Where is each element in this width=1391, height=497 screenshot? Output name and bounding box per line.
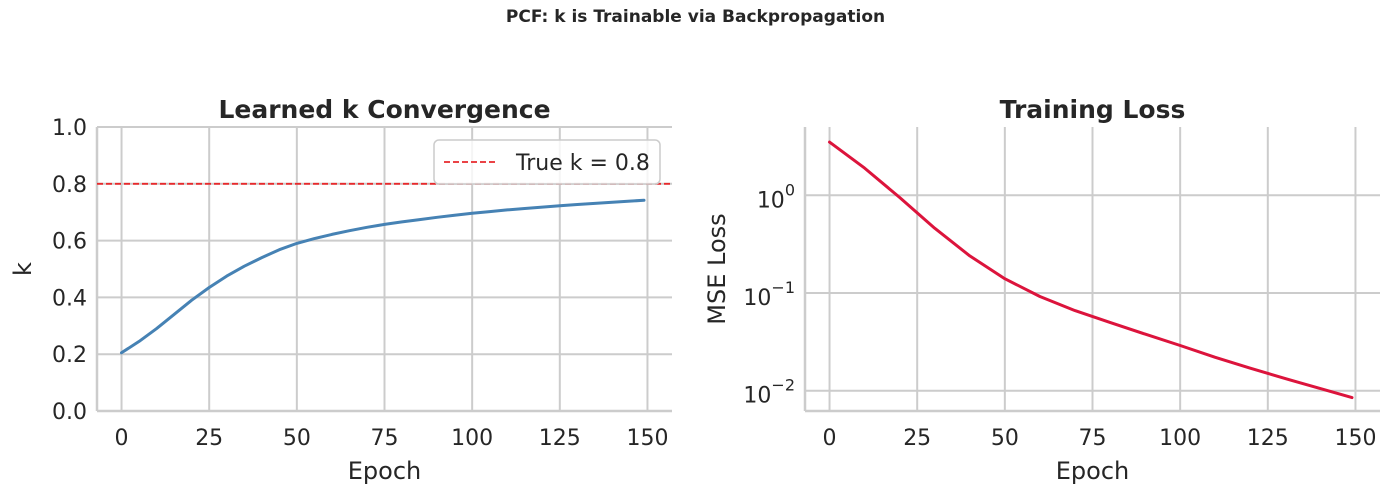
y-tick-label: 100 [757, 180, 795, 213]
y-tick-label: 1.0 [52, 116, 87, 141]
y-tick-label: 0.8 [52, 173, 87, 198]
y-axis-label: k [9, 262, 37, 276]
x-tick-label: 75 [371, 426, 399, 451]
x-axis-label: Epoch [1056, 457, 1130, 485]
chart-title: Training Loss [1000, 95, 1186, 124]
y-tick-label: 0.2 [52, 343, 87, 368]
y-tick-label: 0.6 [52, 230, 87, 255]
chart-panel-1: 0 25 50 75 100 125 150 0.0 0.2 0.4 0.6 0.8 1.0 Learne… [9, 95, 672, 485]
x-tick-label: 25 [195, 426, 223, 451]
x-axis-label: Epoch [348, 457, 422, 485]
y-tick-label: 0.4 [52, 286, 87, 311]
x-tick-label: 50 [991, 426, 1019, 451]
x-tick-label: 0 [823, 426, 837, 451]
y-tick-label: 10−1 [743, 278, 795, 311]
x-tick-label: 75 [1079, 426, 1107, 451]
legend-box [433, 139, 661, 185]
x-tick-label: 125 [539, 426, 581, 451]
x-tick-label: 50 [283, 426, 311, 451]
x-tick-label: 150 [1334, 426, 1376, 451]
y-tick-label: 10−2 [743, 376, 795, 409]
x-tick-label: 25 [903, 426, 931, 451]
x-tick-label: 100 [1159, 426, 1201, 451]
legend-label: True k = 0.8 [515, 151, 650, 176]
x-tick-label: 150 [626, 426, 668, 451]
x-tick-label: 0 [115, 426, 129, 451]
x-tick-label: 125 [1247, 426, 1289, 451]
x-tick-label: 100 [451, 426, 493, 451]
chart-title: Learned k Convergence [218, 95, 550, 124]
y-tick-label: 0.0 [52, 400, 87, 425]
chart-panel-2: 0 25 50 75 100 125 150 10−2 10−1 100 Training Loss… [703, 95, 1380, 485]
y-axis-label: MSE Loss [703, 213, 731, 324]
series-line [828, 140, 1354, 400]
series-line [120, 198, 646, 355]
figure-title: PCF: k is Trainable via Backpropagation [505, 7, 886, 27]
